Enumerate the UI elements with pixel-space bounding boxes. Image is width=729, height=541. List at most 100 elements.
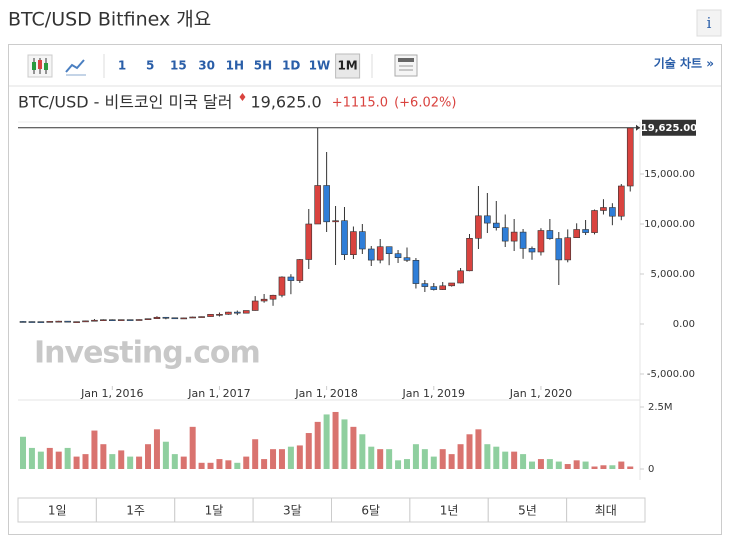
candle-body (207, 314, 214, 317)
range-label[interactable]: 1일 (48, 504, 67, 518)
candle-body (573, 229, 580, 238)
interval-button[interactable]: 1 (118, 59, 126, 73)
range-button[interactable] (566, 497, 646, 523)
interval-button[interactable]: 30 (198, 59, 215, 73)
volume-bar (127, 456, 134, 469)
range-label[interactable]: 1주 (126, 504, 145, 518)
interval-button[interactable]: 1D (282, 59, 300, 73)
candle-body (528, 248, 536, 253)
volume-bar (270, 449, 277, 469)
range-label[interactable]: 최대 (595, 504, 617, 518)
range-button[interactable] (174, 497, 254, 523)
range-label[interactable]: 6달 (361, 504, 380, 518)
candle-body (198, 316, 205, 318)
volume-bar (64, 447, 71, 469)
range-label[interactable]: 1달 (205, 504, 224, 518)
volume-bar (546, 459, 553, 469)
last-price-box (642, 119, 696, 136)
candle-body (430, 286, 438, 290)
candle-body (484, 215, 491, 224)
volume-bar (466, 434, 473, 469)
candle-body (359, 231, 366, 250)
candle-body (180, 317, 188, 320)
range-label[interactable]: 5년 (518, 504, 537, 518)
range-label[interactable]: 1년 (440, 504, 459, 518)
volume-bar (475, 429, 482, 469)
volume-bar (457, 444, 464, 469)
volume-bar (145, 444, 152, 469)
y-tick-label: 0.00 (673, 319, 695, 330)
volume-bar (386, 449, 393, 469)
range-button[interactable] (252, 497, 332, 523)
candle-body (278, 276, 286, 296)
technical-chart-link[interactable]: 기술 차트 » (654, 56, 714, 71)
y-tick-label: 10,000.00 (644, 219, 695, 230)
volume-bar (91, 430, 98, 469)
volume-bar (430, 456, 437, 469)
candle-body (100, 319, 107, 322)
candle-body (510, 231, 518, 242)
candle-body (564, 237, 572, 261)
candle-body (492, 222, 500, 229)
volume-bar (225, 460, 232, 469)
quote-change-pct: (+6.02%) (394, 96, 456, 111)
volume-bar (529, 461, 536, 469)
volume-bar (600, 465, 607, 469)
x-tick-label: Jan 1, 2020 (509, 387, 572, 400)
candle-body (216, 313, 223, 316)
volume-bar (520, 454, 527, 469)
volume-bar (555, 461, 562, 469)
volume-bar (350, 426, 357, 469)
volume-bar (564, 464, 571, 469)
volume-bar (278, 449, 285, 469)
volume-bar (591, 466, 598, 469)
info-icon[interactable]: i (707, 14, 712, 32)
interval-button[interactable]: 1W (309, 59, 331, 73)
candle-body (475, 215, 482, 239)
interval-button[interactable]: 5H (254, 59, 272, 73)
calendar-icon[interactable] (394, 54, 418, 77)
range-button[interactable] (17, 497, 97, 523)
candle-body (555, 238, 563, 261)
line-icon[interactable] (65, 59, 86, 76)
candle-body (537, 230, 545, 253)
volume-bar (618, 461, 625, 469)
volume-tick-label: 0 (648, 464, 654, 475)
volume-bar (537, 459, 544, 469)
candle-body (412, 259, 420, 284)
interval-button[interactable]: 5 (146, 59, 154, 73)
volume-bar (359, 434, 366, 469)
candle-body (305, 223, 313, 260)
range-button[interactable] (331, 497, 411, 523)
volume-bar (171, 454, 178, 469)
candle-body (242, 310, 250, 314)
candle-body (251, 300, 259, 311)
interval-button[interactable]: 15 (170, 59, 187, 73)
volume-bar (82, 454, 89, 469)
candle-body (591, 210, 598, 233)
candle-body (323, 185, 330, 223)
candle-body (501, 227, 509, 242)
volume-bar (305, 433, 312, 469)
candle-body (37, 321, 45, 323)
watermark: Investing.com (34, 336, 260, 371)
quote-name: BTC/USD - 비트코인 미국 달러 (18, 93, 232, 112)
quote-price: 19,625.0 (250, 93, 321, 112)
volume-bar (368, 446, 375, 469)
candle-body (287, 276, 295, 281)
volume-bar (261, 459, 268, 469)
interval-button[interactable]: 1M (337, 59, 357, 73)
candle-body (135, 319, 143, 321)
candle-icon[interactable] (27, 54, 53, 78)
candle-body (296, 259, 304, 281)
info-button[interactable] (696, 9, 722, 37)
candle-body (260, 298, 268, 302)
interval-button[interactable]: 1H (226, 59, 244, 73)
interval-active-bg[interactable] (335, 53, 361, 79)
range-button[interactable] (95, 497, 176, 523)
candle-body (341, 220, 348, 255)
volume-bar (46, 447, 53, 469)
range-label[interactable]: 3달 (283, 504, 302, 518)
candle-body (457, 270, 464, 284)
